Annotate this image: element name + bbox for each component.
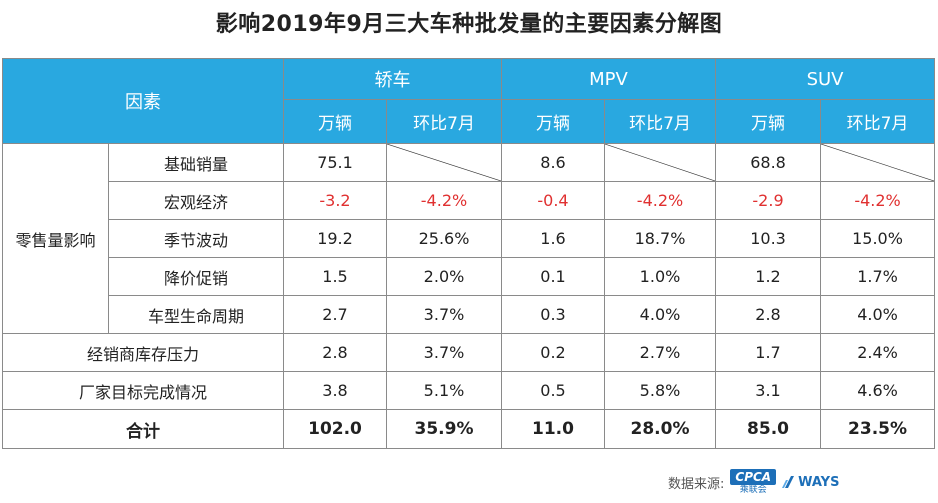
header-group-mpv: MPV: [500, 58, 717, 100]
table-cell: 1.2: [715, 257, 822, 296]
table-cell: 4.0%: [820, 295, 936, 334]
header-group-suv: SUV: [715, 58, 936, 100]
table-cell: 75.1: [283, 143, 387, 182]
data-source: 数据来源: CPCA 乘联会 WAYS: [668, 468, 839, 496]
ways-slash-icon: [782, 476, 795, 488]
total-label: 合计: [2, 409, 284, 449]
table-cell: 2.4%: [820, 333, 936, 372]
table-row: 宏观经济 -3.2 -4.2% -0.4 -4.2% -2.9 -4.2%: [3, 181, 936, 220]
table-cell: 1.6: [501, 219, 605, 258]
cpca-logo-subtext: 乘联会: [739, 485, 767, 495]
row-label: 季节波动: [108, 219, 284, 258]
table-cell: 5.1%: [386, 371, 502, 410]
table-cell: 5.8%: [603, 371, 717, 410]
table-cell: 0.5: [501, 371, 605, 410]
ways-logo: WAYS: [782, 475, 839, 490]
table-cell: -0.4: [501, 181, 605, 220]
table-cell: -3.2: [283, 181, 387, 220]
table-cell: -4.2%: [386, 181, 502, 220]
header-group-sedan: 轿车: [283, 58, 502, 100]
total-row: 合计 102.0 35.9% 11.0 28.0% 85.0 23.5%: [2, 409, 936, 449]
header-sub: 万辆: [283, 99, 387, 144]
table-cell: -4.2%: [603, 181, 717, 220]
table-cell: 2.8: [715, 295, 822, 334]
table-cell: 19.2: [283, 219, 387, 258]
total-cell: 85.0: [715, 409, 822, 449]
row-label: 宏观经济: [108, 181, 284, 220]
table-cell: 3.8: [283, 371, 387, 410]
table-cell: -2.9: [715, 181, 822, 220]
table-cell: 10.3: [715, 219, 822, 258]
table-cell: 15.0%: [820, 219, 936, 258]
table-row: 降价促销 1.5 2.0% 0.1 1.0% 1.2 1.7%: [3, 257, 936, 296]
table-row: 车型生命周期 2.7 3.7% 0.3 4.0% 2.8 4.0%: [3, 295, 936, 334]
header-sub: 环比7月: [386, 99, 502, 144]
diagonal-empty-cell: [386, 143, 502, 182]
group-label-retail: 零售量影响: [2, 143, 109, 334]
table-row: 经销商库存压力 2.8 3.7% 0.2 2.7% 1.7 2.4%: [2, 333, 936, 372]
row-label: 经销商库存压力: [2, 333, 284, 372]
header-sub: 环比7月: [603, 99, 717, 144]
table-cell: 8.6: [501, 143, 605, 182]
table-cell: 4.0%: [603, 295, 717, 334]
table-cell: 1.7%: [820, 257, 936, 296]
table-cell: 18.7%: [603, 219, 717, 258]
table-cell: 68.8: [715, 143, 822, 182]
source-label: 数据来源:: [668, 476, 725, 492]
header-factor: 因素: [2, 58, 284, 144]
header-sub: 万辆: [715, 99, 822, 144]
table-cell: -4.2%: [820, 181, 936, 220]
ways-logo-text: WAYS: [798, 474, 840, 490]
table-cell: 0.1: [501, 257, 605, 296]
table-cell: 3.1: [715, 371, 822, 410]
header-sub: 万辆: [501, 99, 605, 144]
table-cell: 3.7%: [386, 333, 502, 372]
total-cell: 23.5%: [820, 409, 936, 449]
table-cell: 1.0%: [603, 257, 717, 296]
header-sub: 环比7月: [820, 99, 936, 144]
table-cell: 2.0%: [386, 257, 502, 296]
table-cell: 4.6%: [820, 371, 936, 410]
total-cell: 28.0%: [603, 409, 717, 449]
total-cell: 11.0: [501, 409, 605, 449]
diagonal-empty-cell: [820, 143, 936, 182]
table-row: 厂家目标完成情况 3.8 5.1% 0.5 5.8% 3.1 4.6%: [2, 371, 936, 410]
table-cell: 3.7%: [386, 295, 502, 334]
table-row: 季节波动 19.2 25.6% 1.6 18.7% 10.3 15.0%: [3, 219, 936, 258]
row-label: 车型生命周期: [108, 295, 284, 334]
row-label: 基础销量: [108, 143, 284, 182]
table-cell: 2.8: [283, 333, 387, 372]
table-cell: 1.7: [715, 333, 822, 372]
cpca-logo: CPCA 乘联会: [730, 469, 777, 495]
row-label: 降价促销: [108, 257, 284, 296]
table-row: 零售量影响 基础销量 75.1 8.6 68.8: [2, 143, 936, 334]
page-title: 影响2019年9月三大车种批发量的主要因素分解图: [215, 12, 723, 37]
diagonal-empty-cell: [603, 143, 717, 182]
total-cell: 35.9%: [386, 409, 502, 449]
cpca-logo-text: CPCA: [730, 469, 777, 485]
table-cell: 25.6%: [386, 219, 502, 258]
total-cell: 102.0: [283, 409, 387, 449]
row-label: 厂家目标完成情况: [2, 371, 284, 410]
table-cell: 0.3: [501, 295, 605, 334]
factor-table: 因素 轿车 MPV SUV 万辆 环比7月 万辆 环比7月 万辆 环比7月 零售…: [2, 58, 936, 449]
table-cell: 2.7%: [603, 333, 717, 372]
table-cell: 2.7: [283, 295, 387, 334]
table-cell: 1.5: [283, 257, 387, 296]
table-cell: 0.2: [501, 333, 605, 372]
